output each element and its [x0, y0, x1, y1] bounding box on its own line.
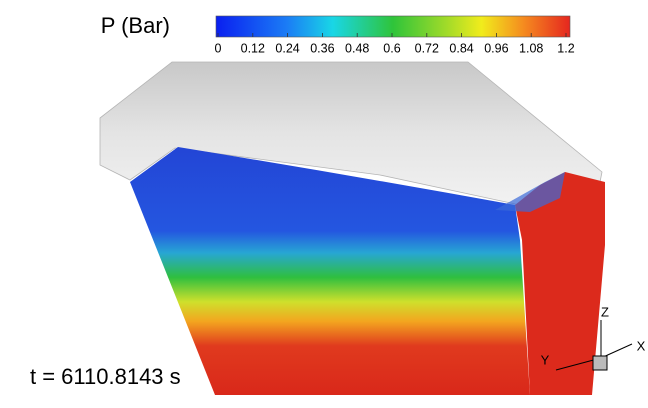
triad-cube [593, 356, 607, 370]
colorbar-tick-label: 0.84 [449, 41, 473, 55]
colorbar-title: P (Bar) [101, 13, 170, 38]
colorbar-tick-label: 0.36 [310, 41, 334, 55]
colorbar-tick-label: 0.48 [345, 41, 369, 55]
colorbar-tick-label: 0.72 [415, 41, 439, 55]
axis-label: X [637, 338, 646, 353]
colorbar-tick-label: 1.2 [557, 41, 574, 55]
colorbar-tick-label: 0.6 [383, 41, 400, 55]
axis-label: Z [601, 304, 609, 319]
colorbar [216, 16, 570, 37]
colorbar-tick-label: 1.08 [519, 41, 543, 55]
colorbar-tick-label: 0.24 [275, 41, 299, 55]
time-label: t = 6110.8143 s [30, 364, 181, 389]
visualization: P (Bar) t = 6110.8143 s Z Y X 0 0.12 0.24 0… [0, 0, 648, 408]
colorbar-tick-label: 0 [215, 41, 222, 55]
colorbar-tick-label: 0.12 [241, 41, 265, 55]
axis-label: Y [541, 352, 550, 367]
colorbar-tick-label: 0.96 [484, 41, 508, 55]
